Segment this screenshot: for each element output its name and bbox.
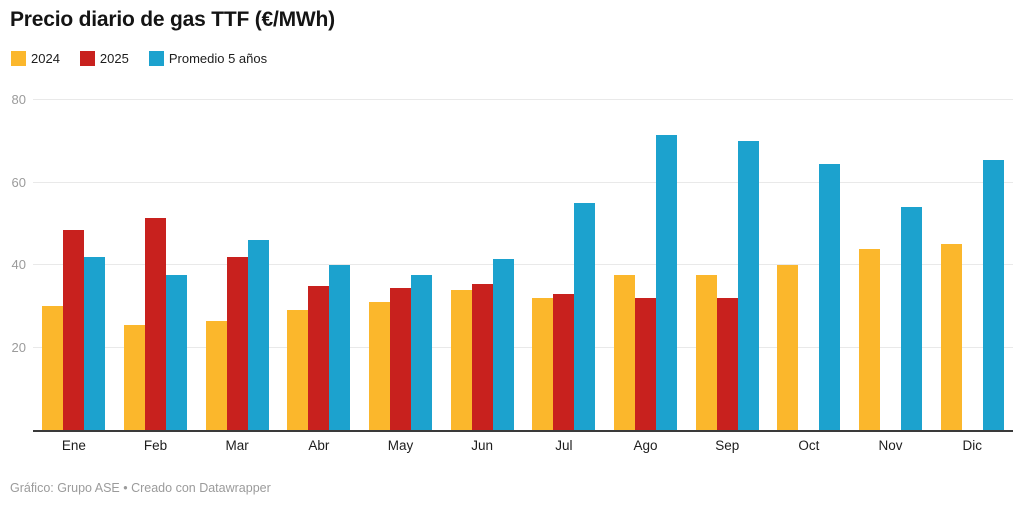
gridline-20: [33, 346, 1013, 348]
bar-2025-ene: [63, 229, 85, 430]
bar-group-nov: [850, 100, 932, 430]
y-axis: 20 40 60 80: [0, 93, 26, 430]
bar-2025-feb: [145, 217, 166, 430]
bar-2024-may: [369, 302, 391, 430]
y-axis-label-80: 80: [11, 92, 26, 107]
bar-group-ene: [33, 100, 115, 430]
x-axis-label-oct: Oct: [798, 438, 820, 453]
gridline-40: [33, 264, 1013, 265]
bar-group-jul: [523, 100, 605, 430]
x-axis-label-ago: Ago: [633, 438, 658, 453]
legend: 2024 2025 Promedio 5 años: [11, 51, 267, 66]
x-axis-label-nov: Nov: [878, 438, 903, 453]
bar-promedio-5-a-os-abr: [329, 265, 351, 430]
bar-2024-sep: [695, 275, 717, 430]
bar-2024-mar: [205, 320, 227, 430]
gridline-60: [33, 181, 1013, 183]
bar-group-mar: [196, 100, 278, 430]
y-axis-label-40: 40: [11, 257, 26, 272]
y-axis-label-20: 20: [11, 339, 26, 355]
bar-2024-ene: [42, 306, 64, 430]
bar-2024-jun: [450, 289, 472, 430]
bar-2025-ago: [635, 298, 657, 430]
legend-item-promedio: Promedio 5 años: [148, 51, 268, 66]
bar-2025-may: [390, 287, 412, 430]
bar-2025-abr: [308, 285, 330, 430]
legend-swatch-2025: [79, 51, 95, 66]
x-axis-label-may: May: [387, 438, 414, 453]
legend-item-2025: 2025: [79, 51, 129, 66]
bar-group-jun: [441, 100, 523, 430]
bar-group-sep: [686, 100, 768, 430]
x-axis-label-ene: Ene: [61, 438, 86, 453]
attribution: Gráfico: Grupo ASE • Creado con Datawrap…: [10, 481, 271, 495]
bar-2024-oct: [777, 265, 799, 430]
gridline-80: [33, 99, 1013, 100]
bar-2025-jun: [471, 283, 493, 430]
plot-area: [33, 99, 1013, 432]
bar-promedio-5-a-os-mar: [247, 240, 269, 430]
x-axis-line: [33, 430, 1013, 432]
y-axis-label-60: 60: [11, 174, 26, 190]
bar-group-abr: [278, 100, 360, 430]
bar-promedio-5-a-os-jun: [492, 258, 514, 430]
legend-swatch-2024: [11, 51, 26, 66]
chart-title: Precio diario de gas TTF (€/MWh): [10, 8, 335, 31]
bar-groups: [33, 100, 1013, 430]
x-axis-label-mar: Mar: [225, 438, 249, 453]
x-axis-label-jun: Jun: [471, 438, 494, 453]
bar-promedio-5-a-os-ago: [656, 135, 678, 430]
bar-promedio-5-a-os-nov: [901, 207, 923, 430]
bar-group-oct: [768, 100, 850, 430]
bar-group-ago: [605, 100, 687, 430]
bar-2025-jul: [553, 293, 575, 430]
legend-label-2024: 2024: [31, 51, 60, 66]
bar-promedio-5-a-os-jul: [574, 203, 596, 430]
legend-item-2024: 2024: [11, 51, 60, 66]
bar-2024-nov: [859, 248, 881, 430]
bar-2025-mar: [226, 256, 248, 430]
x-axis-label-dic: Dic: [962, 438, 982, 453]
x-axis-labels: Ene Feb Mar Abr May Jun Jul Ago Sep Oct Nov Dic: [33, 438, 1013, 453]
bar-2024-dic: [940, 244, 962, 430]
bar-2024-jul: [532, 298, 554, 430]
bar-group-feb: [115, 100, 197, 430]
x-axis-label-feb: Feb: [143, 438, 168, 453]
legend-swatch-promedio: [148, 51, 164, 66]
bar-promedio-5-a-os-dic: [982, 159, 1004, 430]
bar-2025-sep: [716, 298, 738, 430]
bar-group-dic: [931, 100, 1013, 430]
x-axis-label-abr: Abr: [308, 438, 330, 453]
bar-2024-ago: [614, 275, 636, 430]
x-axis-label-jul: Jul: [555, 438, 573, 453]
bar-promedio-5-a-os-feb: [166, 275, 187, 430]
bar-promedio-5-a-os-ene: [84, 256, 106, 430]
bar-promedio-5-a-os-sep: [737, 141, 759, 430]
bar-2024-abr: [287, 310, 309, 430]
x-axis-label-sep: Sep: [715, 438, 740, 453]
legend-label-2025: 2025: [99, 51, 129, 66]
bar-promedio-5-a-os-oct: [819, 163, 841, 430]
bar-group-may: [360, 100, 442, 430]
bar-promedio-5-a-os-may: [411, 275, 433, 430]
legend-label-promedio: Promedio 5 años: [168, 51, 268, 66]
bar-2024-feb: [124, 324, 145, 430]
